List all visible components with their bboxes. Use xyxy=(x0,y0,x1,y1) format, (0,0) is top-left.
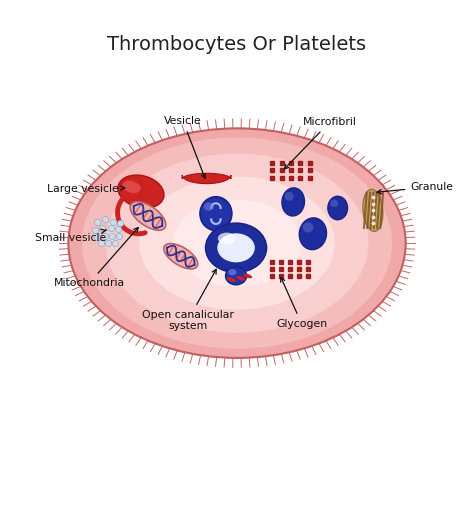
Ellipse shape xyxy=(328,196,347,220)
Ellipse shape xyxy=(122,181,141,193)
Text: Granule: Granule xyxy=(377,182,453,194)
Text: Vesicle: Vesicle xyxy=(164,116,206,178)
Text: Open canalicular
system: Open canalicular system xyxy=(142,269,234,331)
Ellipse shape xyxy=(330,199,338,207)
Ellipse shape xyxy=(200,197,232,230)
Ellipse shape xyxy=(173,199,301,287)
Ellipse shape xyxy=(82,137,392,349)
Ellipse shape xyxy=(282,188,304,216)
Ellipse shape xyxy=(228,269,237,275)
Ellipse shape xyxy=(302,222,313,232)
Ellipse shape xyxy=(218,233,236,244)
Ellipse shape xyxy=(118,175,164,208)
Ellipse shape xyxy=(243,274,252,278)
Text: Glycogen: Glycogen xyxy=(276,277,327,329)
Text: Thrombocytes Or Platelets: Thrombocytes Or Platelets xyxy=(108,35,366,54)
Ellipse shape xyxy=(139,177,335,310)
Ellipse shape xyxy=(227,277,236,282)
Ellipse shape xyxy=(206,223,266,272)
Text: Large vesicle: Large vesicle xyxy=(47,184,125,194)
Ellipse shape xyxy=(130,201,166,230)
Ellipse shape xyxy=(217,233,255,262)
Text: Microfibril: Microfibril xyxy=(284,117,356,169)
Ellipse shape xyxy=(299,218,327,249)
Text: Mitochondria: Mitochondria xyxy=(54,228,138,288)
Ellipse shape xyxy=(226,267,246,285)
Ellipse shape xyxy=(68,128,406,358)
Text: Small vesicle: Small vesicle xyxy=(35,229,107,243)
Ellipse shape xyxy=(164,243,198,269)
Ellipse shape xyxy=(204,203,214,211)
Ellipse shape xyxy=(105,154,369,333)
Polygon shape xyxy=(182,173,231,184)
Ellipse shape xyxy=(285,192,294,201)
Ellipse shape xyxy=(363,189,383,231)
Ellipse shape xyxy=(237,276,245,281)
